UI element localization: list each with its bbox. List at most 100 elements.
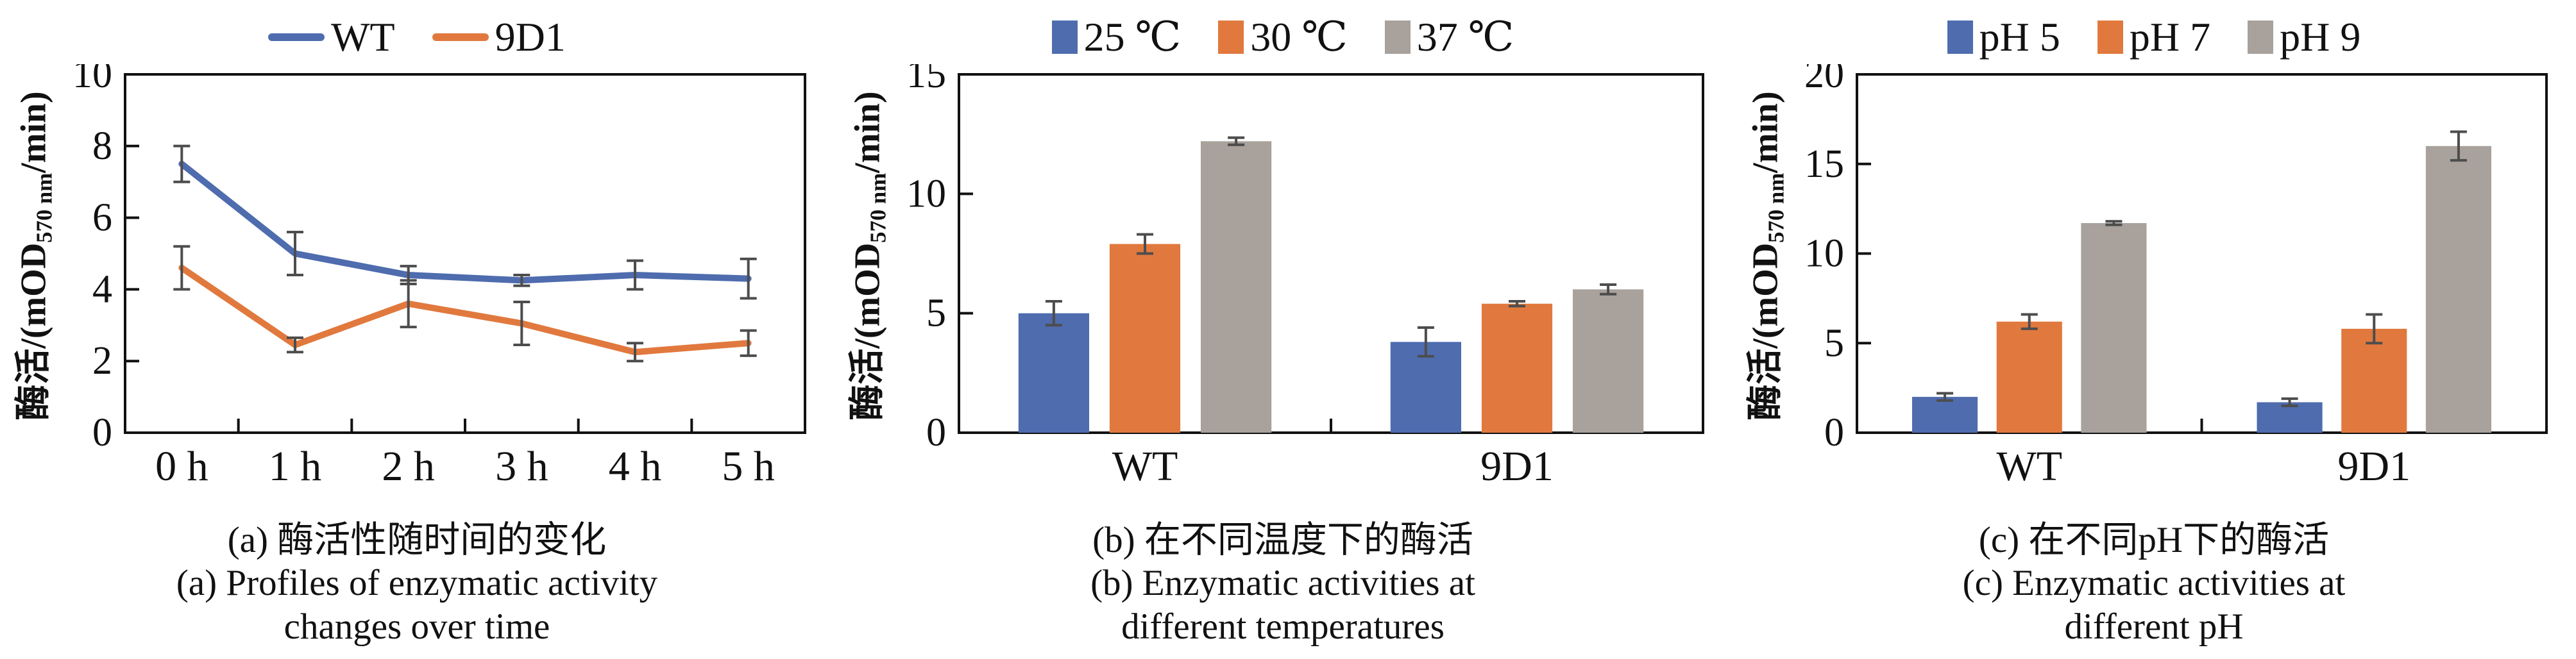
- bar-pH 9: [2425, 146, 2491, 433]
- y-axis-label-post: /min): [1745, 91, 1785, 173]
- chart-row-c: 酶活/(mOD570 nm/min) 0 5 10 15 20 WT 9D1: [1732, 64, 2576, 510]
- y-axis-label-pre: 酶活/(mOD: [13, 242, 53, 421]
- line-series-WT: [178, 160, 752, 284]
- legend-line-swatch-icon: [432, 33, 489, 41]
- y-tick-label: 10: [1804, 232, 1844, 276]
- caption-b-en-line1: (b) Enzymatic activities at: [1090, 563, 1475, 604]
- x-tick-label: 0 h: [155, 443, 208, 490]
- bar-pH 7: [1996, 321, 2062, 433]
- x-tick-label: 3 h: [495, 443, 548, 490]
- y-tick-label: 0: [1824, 411, 1844, 455]
- y-tick-label: 6: [92, 196, 112, 240]
- y-axis-label-wrap-a: 酶活/(mOD570 nm/min): [0, 64, 61, 510]
- bar-37 ℃: [1201, 141, 1272, 433]
- x-tick-label: WT: [1996, 443, 2062, 490]
- legend-label: 30 ℃: [1250, 14, 1348, 60]
- legend-label: pH 9: [2280, 14, 2361, 60]
- y-axis-label-wrap-c: 酶活/(mOD570 nm/min): [1732, 64, 1793, 510]
- x-tick-label: 4 h: [609, 443, 662, 490]
- legend-square-swatch-icon: [1947, 21, 1973, 54]
- bar-30 ℃: [1481, 303, 1553, 433]
- panel-c: pH 5 pH 7 pH 9 酶活/(mOD570 nm/min) 0 5 10 15 20…: [1732, 0, 2576, 659]
- legend-panel-a: WT 9D1: [0, 10, 834, 64]
- legend-square-swatch-icon: [1218, 21, 1244, 54]
- bar-pH 9: [2081, 222, 2147, 433]
- legend-panel-b: 25 ℃ 30 ℃ 37 ℃: [834, 10, 1732, 64]
- y-tick-label: 5: [926, 292, 946, 335]
- y-tick-label: 4: [92, 267, 112, 311]
- y-axis-label-b: 酶活/(mOD570 nm/min): [838, 91, 891, 420]
- y-tick-label: 10: [72, 64, 112, 96]
- x-tick-label: 1 h: [269, 443, 322, 490]
- panel-b: 25 ℃ 30 ℃ 37 ℃ 酶活/(mOD570 nm/min) 0 5 10 15 WT…: [834, 0, 1732, 659]
- legend-item-0: 25 ℃: [1051, 13, 1182, 61]
- legend-square-swatch-icon: [2248, 21, 2274, 54]
- y-axis-label-post: /min): [847, 91, 887, 173]
- bar-pH 5: [1912, 397, 1978, 433]
- chart-a: 0 2 4 6 8 10 0 h 1 h 2 h 3 h 4 h 5 h: [72, 64, 806, 490]
- y-tick-label: 0: [92, 411, 112, 455]
- bar-25 ℃: [1018, 313, 1089, 433]
- legend-item-1: 9D1: [432, 13, 566, 61]
- bar-37 ℃: [1573, 289, 1644, 433]
- chart-b: 0 5 10 15 WT 9D1: [906, 64, 1704, 490]
- chart-row-a: 酶活/(mOD570 nm/min) 0 2 4 6 8 10 0 h 1 h 2 h 3 h 4 …: [0, 64, 834, 510]
- y-axis-label-pre: 酶活/(mOD: [847, 242, 887, 421]
- x-tick-label: 5 h: [722, 443, 775, 490]
- legend-item-2: pH 9: [2248, 13, 2360, 61]
- y-tick-label: 5: [1824, 321, 1844, 365]
- y-axis-label-wrap-b: 酶活/(mOD570 nm/min): [834, 64, 895, 510]
- legend-panel-c: pH 5 pH 7 pH 9: [1732, 10, 2576, 64]
- chart-c: 0 5 10 15 20 WT 9D1: [1804, 64, 2548, 490]
- y-tick-label: 20: [1804, 64, 1844, 96]
- caption-a-en-line2: changes over time: [284, 606, 550, 647]
- x-tick-label: 9D1: [2337, 443, 2411, 490]
- legend-label: 37 ℃: [1416, 14, 1514, 60]
- legend-label: pH 7: [2129, 14, 2211, 60]
- y-axis-label-subscript: 570 nm: [1763, 172, 1789, 243]
- caption-a-zh: (a) 酶活性随时间的变化: [227, 520, 607, 560]
- y-tick-label: 15: [1804, 142, 1844, 186]
- caption-b-zh: (b) 在不同温度下的酶活: [1092, 520, 1473, 560]
- panel-a: WT 9D1 酶活/(mOD570 nm/min) 0 2 4 6 8 10 0 h 1 h 2 …: [0, 0, 834, 659]
- legend-line-swatch-icon: [268, 33, 325, 41]
- legend-square-swatch-icon: [1051, 21, 1078, 54]
- caption-b: (b) 在不同温度下的酶活 (b) Enzymatic activities a…: [834, 519, 1732, 648]
- plot-box: [124, 73, 806, 434]
- x-tick-label: 2 h: [382, 443, 435, 490]
- legend-square-swatch-icon: [1384, 21, 1411, 54]
- bar-pH 7: [2341, 328, 2407, 433]
- caption-c: (c) 在不同pH下的酶活 (c) Enzymatic activities a…: [1732, 519, 2576, 648]
- bar-30 ℃: [1109, 244, 1181, 433]
- legend-item-0: pH 5: [1947, 13, 2060, 61]
- legend-label: 25 ℃: [1083, 14, 1182, 60]
- legend-label: 9D1: [495, 14, 566, 60]
- legend-label: pH 5: [1979, 14, 2060, 60]
- legend-item-1: 30 ℃: [1218, 13, 1348, 61]
- legend-label: WT: [331, 14, 395, 60]
- y-tick-label: 0: [926, 411, 946, 455]
- y-tick-label: 8: [92, 124, 112, 168]
- caption-c-en-line1: (c) Enzymatic activities at: [1962, 563, 2346, 604]
- bar-pH 5: [2257, 402, 2323, 433]
- x-tick-label: 9D1: [1480, 443, 1554, 490]
- legend-item-1: pH 7: [2097, 13, 2210, 61]
- y-axis-label-subscript: 570 nm: [865, 172, 891, 243]
- y-tick-label: 2: [92, 339, 112, 383]
- legend-square-swatch-icon: [2097, 21, 2123, 54]
- y-axis-label-a: 酶活/(mOD570 nm/min): [4, 91, 57, 420]
- y-tick-label: 15: [906, 64, 946, 96]
- caption-b-en-line2: different temperatures: [1121, 606, 1445, 647]
- legend-item-2: 37 ℃: [1384, 13, 1514, 61]
- caption-c-zh: (c) 在不同pH下的酶活: [1978, 520, 2330, 560]
- y-axis-label-pre: 酶活/(mOD: [1745, 242, 1785, 421]
- x-tick-label: WT: [1112, 443, 1178, 490]
- y-axis-label-c: 酶活/(mOD570 nm/min): [1736, 91, 1789, 420]
- legend-item-0: WT: [268, 13, 395, 61]
- chart-row-b: 酶活/(mOD570 nm/min) 0 5 10 15 WT 9D1: [834, 64, 1732, 510]
- caption-a-en-line1: (a) Profiles of enzymatic activity: [176, 563, 658, 604]
- y-axis-label-subscript: 570 nm: [31, 172, 57, 243]
- caption-c-en-line2: different pH: [2064, 606, 2244, 647]
- line-series-9D1: [178, 264, 752, 356]
